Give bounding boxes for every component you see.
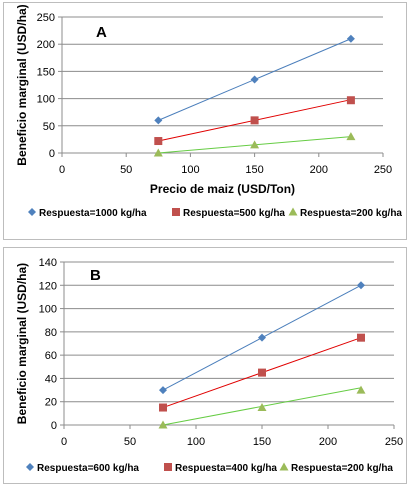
panel-label: A (96, 24, 107, 41)
y-tick-label: 100 (39, 304, 57, 316)
x-tick-label: 50 (124, 436, 136, 448)
x-tick-label: 250 (385, 436, 403, 448)
series-1-point-2 (357, 333, 365, 342)
y-tick-label: 20 (45, 397, 57, 409)
series-0-point-0 (154, 116, 163, 125)
x-tick-label: 50 (120, 164, 132, 176)
legend-label-1: Respuesta=500 kg/ha (183, 208, 285, 219)
y-tick-label: 200 (37, 39, 55, 51)
chart-a-svg: 0 50 100 150 200 250 0 50 100 150 200 250 Beneficio … (15, 4, 402, 219)
y-tick-label: 50 (43, 121, 55, 133)
legend-marker-2 (288, 207, 298, 216)
series-0-point-2 (357, 281, 365, 290)
x-tick-label: 150 (253, 436, 271, 448)
legend-label-0: Respuesta=600 kg/ha (37, 463, 139, 474)
series-0-point-2 (346, 34, 355, 43)
x-tick-label: 0 (61, 436, 67, 448)
y-tick-label: 40 (45, 373, 57, 385)
legend-marker-2 (279, 462, 289, 471)
series-2-point-0 (158, 420, 168, 429)
series-1-point-0 (159, 403, 167, 412)
legend-marker-0 (26, 463, 34, 471)
y-tick-label: 150 (37, 66, 55, 78)
x-tick-label: 0 (59, 164, 65, 176)
y-tick-label: 0 (51, 420, 57, 432)
series-1-point-1 (258, 368, 266, 377)
series-1-point-1 (250, 116, 259, 125)
x-tick-label: 100 (181, 164, 199, 176)
y-axis-title: Beneficio marginal (USD/ha) (15, 4, 29, 165)
y-tick-label: 100 (37, 94, 55, 106)
x-tick-label: 200 (319, 436, 337, 448)
series-2-point-1 (257, 403, 267, 412)
panel-label: B (90, 267, 101, 284)
legend-label-2: Respuesta=200 kg/ha (291, 463, 393, 474)
x-tick-label: 250 (374, 164, 392, 176)
series-0-point-1 (258, 333, 266, 342)
y-tick-label: 0 (49, 148, 55, 160)
series-1-point-0 (154, 137, 163, 146)
chart-panel-b: 0 50 100 150 200 250 0 20 40 60 80 100 120 140 Benefic… (3, 247, 407, 484)
legend-label-1: Respuesta=400 kg/ha (175, 463, 277, 474)
y-tick-label: 140 (39, 257, 57, 269)
x-tick-label: 100 (187, 436, 205, 448)
series-2-point-2 (356, 385, 366, 394)
chart-b-svg: 0 50 100 150 200 250 0 20 40 60 80 100 120 140 Benefic… (15, 257, 403, 474)
y-tick-label: 250 (37, 12, 55, 24)
series-2-point-1 (250, 140, 260, 149)
y-tick-label: 60 (45, 350, 57, 362)
legend-label-0: Respuesta=1000 kg/ha (39, 208, 147, 219)
series-0-point-0 (159, 386, 167, 395)
y-axis-title: Beneficio marginal (USD/ha) (15, 263, 29, 424)
x-tick-label: 200 (310, 164, 328, 176)
y-tick-label: 120 (39, 280, 57, 292)
y-tick-label: 80 (45, 327, 57, 339)
series-1-point-2 (346, 96, 355, 105)
legend-marker-1 (164, 463, 172, 471)
chart-panel-a: 0 50 100 150 200 250 0 50 100 150 200 250 Beneficio … (3, 2, 407, 240)
legend-marker-0 (28, 208, 36, 216)
series-2-point-0 (153, 148, 163, 157)
series-0-point-1 (250, 75, 259, 84)
legend-marker-1 (172, 208, 180, 216)
legend-label-2: Respuesta=200 kg/ha (300, 208, 402, 219)
x-axis-title: Precio de maiz (USD/Ton) (150, 182, 295, 196)
x-tick-label: 150 (245, 164, 263, 176)
series-2-point-2 (346, 132, 356, 141)
